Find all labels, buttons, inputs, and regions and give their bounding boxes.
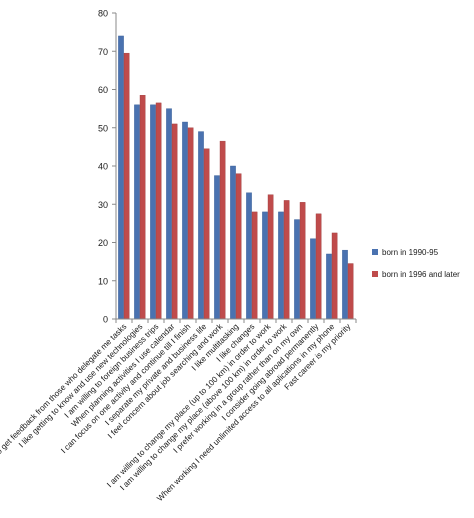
y-axis: 0 10 20 30 40 50 60 70 80 <box>98 9 117 325</box>
bar-series-2 <box>203 148 210 320</box>
bar-series-2 <box>139 95 146 320</box>
bar-series-2 <box>251 211 258 320</box>
bar-series-2 <box>219 140 226 320</box>
legend-label-series-1: born in 1990-95 <box>382 247 439 257</box>
bar-series-1 <box>150 104 156 320</box>
bar-series-2 <box>123 52 130 320</box>
legend-swatch-series-1 <box>372 249 378 255</box>
y-tick-label: 40 <box>98 162 108 172</box>
bar-series-1 <box>134 104 140 320</box>
y-tick-label: 70 <box>98 47 108 57</box>
x-tick-labels: I prefer to get feedback from those who … <box>0 321 353 503</box>
legend-item-series-2: born in 1996 and later <box>372 268 460 280</box>
bar-series-2 <box>267 194 274 320</box>
y-tick-label: 50 <box>98 123 108 133</box>
y-tick-label: 30 <box>98 200 108 210</box>
bar-series-1 <box>118 35 124 320</box>
bar-series-1 <box>326 253 332 320</box>
bar-series-2 <box>347 263 354 320</box>
bars-group <box>115 35 357 323</box>
bar-series-2 <box>283 200 290 320</box>
bar-series-2 <box>155 102 162 320</box>
legend-label-series-2: born in 1996 and later <box>382 269 460 279</box>
bar-series-1 <box>294 219 300 320</box>
bar-series-1 <box>278 211 284 320</box>
bar-series-2 <box>187 127 194 320</box>
bar-series-1 <box>342 249 348 320</box>
bar-series-1 <box>310 238 316 320</box>
y-tick-label: 60 <box>98 85 108 95</box>
y-tick-label: 0 <box>103 315 108 325</box>
y-tick-label: 20 <box>98 238 108 248</box>
bar-series-1 <box>198 131 204 320</box>
y-tick-label: 80 <box>98 9 108 19</box>
legend-swatch-series-2 <box>372 271 378 277</box>
y-tick-label: 10 <box>98 276 108 286</box>
bar-series-2 <box>299 202 306 320</box>
bar-series-1 <box>230 165 236 320</box>
bar-series-1 <box>246 192 252 320</box>
bar-series-2 <box>235 173 242 320</box>
bar-series-1 <box>166 108 172 320</box>
bar-series-2 <box>315 213 322 320</box>
bar-series-1 <box>214 175 220 320</box>
bar-series-1 <box>182 121 188 320</box>
legend-item-series-1: born in 1990-95 <box>372 246 460 258</box>
bar-series-2 <box>171 123 178 320</box>
bar-series-2 <box>331 232 338 320</box>
legend: born in 1990-95 born in 1996 and later <box>372 246 460 290</box>
bar-series-1 <box>262 211 268 320</box>
